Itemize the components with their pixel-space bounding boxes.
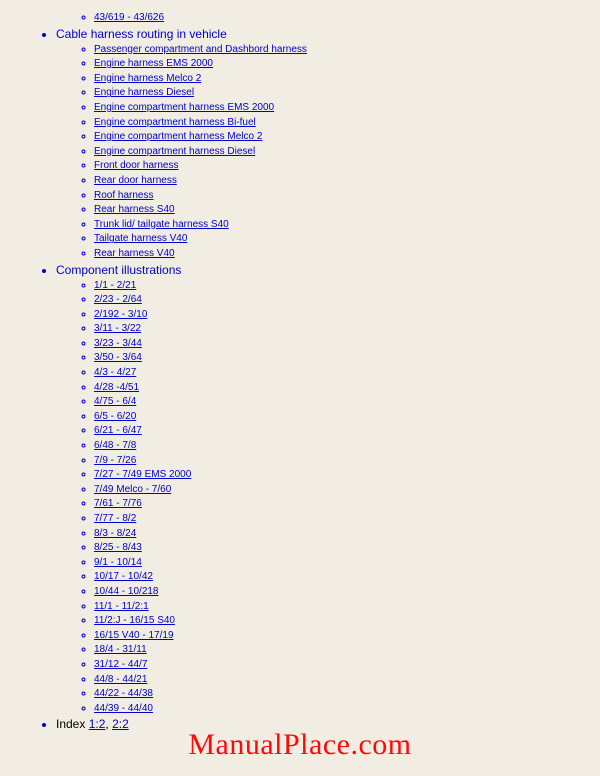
watermark-text: ManualPlace.com <box>0 728 600 762</box>
list-item: Engine harness Melco 2 <box>94 72 600 87</box>
list-item-link[interactable]: 4/3 - 4/27 <box>94 367 136 378</box>
list-item-link[interactable]: Rear door harness <box>94 175 177 186</box>
list-item-link[interactable]: 10/44 - 10/218 <box>94 586 159 597</box>
list-item-link[interactable]: 31/12 - 44/7 <box>94 659 147 670</box>
list-item-link[interactable]: 7/77 - 8/2 <box>94 513 136 524</box>
list-item: Tailgate harness V40 <box>94 232 600 247</box>
list-item-link[interactable]: 10/17 - 10/42 <box>94 571 153 582</box>
list-item: 2/23 - 2/64 <box>94 293 600 308</box>
list-item: 1/1 - 2/21 <box>94 279 600 294</box>
list-item: 11/2:J - 16/15 S40 <box>94 614 600 629</box>
list-item: 3/11 - 3/22 <box>94 322 600 337</box>
list-item-link[interactable]: Engine harness Melco 2 <box>94 73 201 84</box>
list-item: Engine compartment harness Diesel <box>94 145 600 160</box>
section-cable-harness: Cable harness routing in vehicle <box>56 27 227 41</box>
list-item-link[interactable]: Rear harness S40 <box>94 204 175 215</box>
list-item: 3/50 - 3/64 <box>94 351 600 366</box>
list-item-link[interactable]: Trunk lid/ tailgate harness S40 <box>94 219 229 230</box>
list-item-link[interactable]: Roof harness <box>94 190 153 201</box>
list-item-link[interactable]: 6/21 - 6/47 <box>94 425 142 436</box>
list-item: 6/5 - 6/20 <box>94 410 600 425</box>
list-item: 3/23 - 3/44 <box>94 337 600 352</box>
list-item-link[interactable]: 2/23 - 2/64 <box>94 294 142 305</box>
list-item-link[interactable]: 44/22 - 44/38 <box>94 688 153 699</box>
list-item-link[interactable]: 8/3 - 8/24 <box>94 528 136 539</box>
list-item-link[interactable]: 4/75 - 6/4 <box>94 396 136 407</box>
list-item-link[interactable]: 18/4 - 31/11 <box>94 644 147 655</box>
list-item: Rear harness V40 <box>94 247 600 262</box>
list-item: Engine compartment harness Melco 2 <box>94 130 600 145</box>
list-item: 10/17 - 10/42 <box>94 570 600 585</box>
list-item-link[interactable]: 7/49 Melco - 7/60 <box>94 484 171 495</box>
list-item: Roof harness <box>94 189 600 204</box>
list-item-link[interactable]: 11/1 - 11/2:1 <box>94 601 149 612</box>
list-item-link[interactable]: 4/28 -4/51 <box>94 382 139 393</box>
list-item-link[interactable]: Tailgate harness V40 <box>94 233 187 244</box>
section-item: Component illustrations 1/1 - 2/21 2/23 - … <box>56 263 600 717</box>
list-item: Rear harness S40 <box>94 203 600 218</box>
list-item-link[interactable]: 6/5 - 6/20 <box>94 411 136 422</box>
list-item-link[interactable]: 3/11 - 3/22 <box>94 323 141 334</box>
list-item: 18/4 - 31/11 <box>94 643 600 658</box>
list-item: Trunk lid/ tailgate harness S40 <box>94 218 600 233</box>
list-item-link[interactable]: 7/9 - 7/26 <box>94 455 136 466</box>
list-item-link[interactable]: 8/25 - 8/43 <box>94 542 142 553</box>
list-item-link[interactable]: 9/1 - 10/14 <box>94 557 142 568</box>
list-item: 7/9 - 7/26 <box>94 454 600 469</box>
list-item: 2/192 - 3/10 <box>94 308 600 323</box>
list-item: 44/39 - 44/40 <box>94 702 600 717</box>
list-item-link[interactable]: Engine compartment harness Melco 2 <box>94 131 262 142</box>
list-item-link[interactable]: 16/15 V40 - 17/19 <box>94 630 174 641</box>
list-item: 7/77 - 8/2 <box>94 512 600 527</box>
list-item: Engine compartment harness Bi-fuel <box>94 116 600 131</box>
list-item: Engine harness Diesel <box>94 86 600 101</box>
list-item-link[interactable]: 3/50 - 3/64 <box>94 352 142 363</box>
list-item-link[interactable]: 3/23 - 3/44 <box>94 338 142 349</box>
list-item-link[interactable]: Engine compartment harness EMS 2000 <box>94 102 274 113</box>
list-item-link[interactable]: 7/61 - 7/76 <box>94 498 142 509</box>
list-item: 4/75 - 6/4 <box>94 395 600 410</box>
list-item: 6/21 - 6/47 <box>94 424 600 439</box>
list-item: 7/61 - 7/76 <box>94 497 600 512</box>
list-item-link[interactable]: 11/2:J - 16/15 S40 <box>94 615 175 626</box>
list-item-link[interactable]: 2/192 - 3/10 <box>94 309 147 320</box>
list-item: 8/25 - 8/43 <box>94 541 600 556</box>
list-item: 6/48 - 7/8 <box>94 439 600 454</box>
list-item: 8/3 - 8/24 <box>94 527 600 542</box>
list-item: Front door harness <box>94 159 600 174</box>
list-item: 16/15 V40 - 17/19 <box>94 629 600 644</box>
list-item-link[interactable]: Engine harness EMS 2000 <box>94 58 213 69</box>
list-item: 44/8 - 44/21 <box>94 673 600 688</box>
list-item-link[interactable]: 43/619 - 43/626 <box>94 12 164 23</box>
section-component-illustrations: Component illustrations <box>56 263 181 277</box>
continuation-group: 43/619 - 43/626 <box>56 11 600 26</box>
list-item: Engine compartment harness EMS 2000 <box>94 101 600 116</box>
list-item: 7/49 Melco - 7/60 <box>94 483 600 498</box>
list-item: 11/1 - 11/2:1 <box>94 600 600 615</box>
list-item-link[interactable]: Rear harness V40 <box>94 248 175 259</box>
list-item: 4/28 -4/51 <box>94 381 600 396</box>
list-item-link[interactable]: 7/27 - 7/49 EMS 2000 <box>94 469 191 480</box>
list-item-link[interactable]: Front door harness <box>94 160 179 171</box>
list-item: 44/22 - 44/38 <box>94 687 600 702</box>
list-item: 9/1 - 10/14 <box>94 556 600 571</box>
list-item-link[interactable]: Passenger compartment and Dashbord harne… <box>94 44 307 55</box>
list-item: 31/12 - 44/7 <box>94 658 600 673</box>
list-item: Passenger compartment and Dashbord harne… <box>94 43 600 58</box>
list-item: Engine harness EMS 2000 <box>94 57 600 72</box>
list-item: 43/619 - 43/626 <box>94 11 600 26</box>
section-item: Cable harness routing in vehicle Passenge… <box>56 27 600 262</box>
list-item: Rear door harness <box>94 174 600 189</box>
list-item: 4/3 - 4/27 <box>94 366 600 381</box>
list-item-link[interactable]: 44/8 - 44/21 <box>94 674 147 685</box>
list-item-link[interactable]: Engine harness Diesel <box>94 87 194 98</box>
list-item-link[interactable]: Engine compartment harness Diesel <box>94 146 255 157</box>
list-item-link[interactable]: 1/1 - 2/21 <box>94 280 136 291</box>
list-item-link[interactable]: Engine compartment harness Bi-fuel <box>94 117 256 128</box>
list-item-link[interactable]: 6/48 - 7/8 <box>94 440 136 451</box>
list-item: 10/44 - 10/218 <box>94 585 600 600</box>
list-item: 7/27 - 7/49 EMS 2000 <box>94 468 600 483</box>
list-item-link[interactable]: 44/39 - 44/40 <box>94 703 153 714</box>
